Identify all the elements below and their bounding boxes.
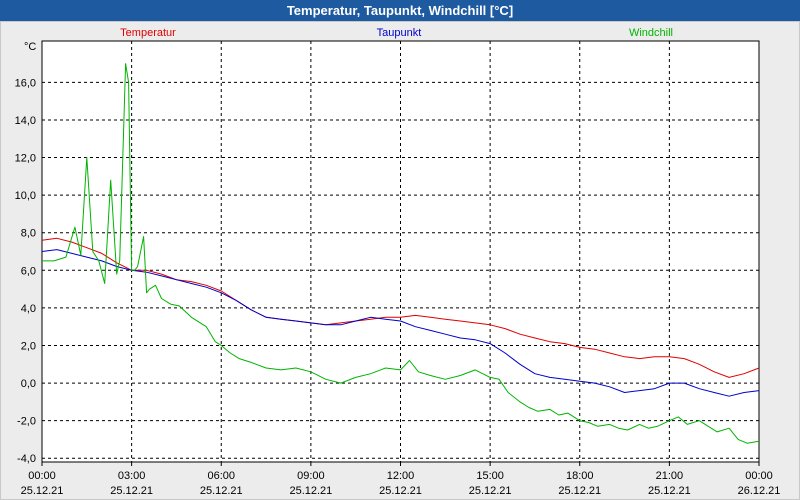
series-line-temperatur [41, 237, 760, 378]
legend: Temperatur Taupunkt Windchill [120, 27, 673, 39]
series-line-taupunkt [41, 249, 760, 397]
y-tick-label: 0,0 [21, 378, 36, 390]
y-tick-label: 16,0 [15, 77, 36, 89]
x-tick-date: 25.12.21 [21, 485, 64, 497]
y-tick-label: 2,0 [21, 340, 36, 352]
x-tick-time: 12:00 [387, 470, 415, 482]
y-tick-label: 12,0 [15, 153, 36, 165]
y-axis-unit: °C [24, 41, 36, 53]
x-tick-date: 25.12.21 [110, 485, 153, 497]
axis-labels: -4,0 -2,0 0,0 2,0 4,0 6,0 8,0 10,0 12,0 14,0 16,0 0… [15, 77, 781, 497]
y-tick-label: -2,0 [17, 416, 36, 428]
x-tick-time: 00:00 [745, 470, 773, 482]
series-layer [41, 63, 760, 444]
x-tick-date: 25.12.21 [469, 485, 512, 497]
y-tick-label: 8,0 [21, 228, 36, 240]
y-tick-label: 14,0 [15, 115, 36, 127]
x-tick-time: 09:00 [297, 470, 325, 482]
x-tick-date: 25.12.21 [558, 485, 601, 497]
x-tick-time: 18:00 [566, 470, 594, 482]
legend-windchill: Windchill [629, 27, 673, 39]
x-tick-time: 06:00 [207, 470, 235, 482]
x-tick-time: 21:00 [656, 470, 684, 482]
x-tick-time: 03:00 [118, 470, 146, 482]
x-tick-date: 25.12.21 [648, 485, 691, 497]
x-tick-date: 26.12.21 [738, 485, 781, 497]
y-tick-label: 6,0 [21, 265, 36, 277]
y-tick-label: -4,0 [17, 453, 36, 465]
x-tick-date: 25.12.21 [289, 485, 332, 497]
x-tick-time: 15:00 [476, 470, 504, 482]
x-tick-date: 25.12.21 [200, 485, 243, 497]
x-tick-time: 00:00 [28, 470, 56, 482]
series-line-windchill [42, 63, 760, 444]
legend-temperatur: Temperatur [120, 27, 176, 39]
x-tick-date: 25.12.21 [379, 485, 422, 497]
legend-taupunkt: Taupunkt [377, 27, 422, 39]
y-tick-label: 4,0 [21, 303, 36, 315]
y-tick-label: 10,0 [15, 190, 36, 202]
